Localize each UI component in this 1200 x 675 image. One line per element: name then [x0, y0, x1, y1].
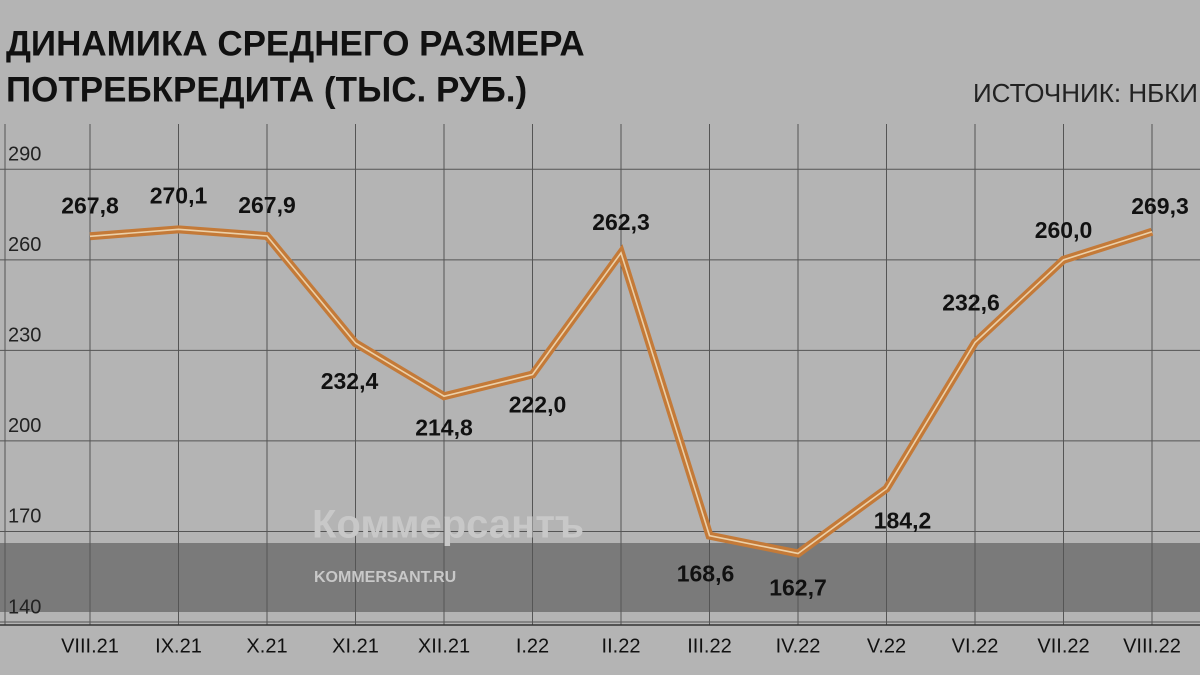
data-label: 262,3: [592, 209, 650, 235]
watermark-band: [0, 543, 1200, 612]
data-label: 267,8: [61, 192, 119, 218]
x-tick-label: X.21: [246, 635, 287, 657]
x-tick-label: I.22: [516, 635, 549, 657]
x-tick-label: VI.22: [952, 635, 999, 657]
data-label: 222,0: [509, 392, 567, 418]
data-label: 214,8: [415, 414, 473, 440]
y-tick-label: 200: [8, 415, 41, 437]
x-tick-label: VIII.21: [61, 635, 119, 657]
data-label: 267,9: [238, 192, 296, 218]
y-tick-label: 140: [8, 596, 41, 618]
y-tick-label: 260: [8, 234, 41, 256]
x-tick-label: IV.22: [776, 635, 821, 657]
data-label: 270,1: [150, 182, 208, 208]
y-tick-label: 290: [8, 144, 41, 166]
data-label: 232,6: [942, 290, 1000, 316]
source: ИСТОЧНИК: НБКИ: [973, 78, 1198, 108]
x-tick-label: III.22: [687, 635, 731, 657]
x-tick-label: XI.21: [332, 635, 379, 657]
y-tick-label: 170: [8, 506, 41, 528]
data-label: 168,6: [677, 561, 735, 587]
x-tick-label: VIII.22: [1123, 635, 1181, 657]
x-tick-label: VII.22: [1037, 635, 1089, 657]
watermark-logo: Коммерсантъ: [312, 503, 584, 547]
line-highlight: [89, 228, 1153, 555]
data-label: 269,3: [1131, 193, 1189, 219]
data-label: 184,2: [874, 508, 932, 534]
chart-title: ПОТРЕБКРЕДИТА (ТЫС. РУБ.): [6, 70, 527, 109]
data-label: 260,0: [1035, 217, 1093, 243]
data-label: 232,4: [321, 368, 379, 394]
x-tick-label: XII.21: [418, 635, 470, 657]
watermark-url: KOMMERSANT.RU: [314, 569, 456, 586]
x-tick-label: V.22: [867, 635, 906, 657]
data-label: 162,7: [769, 575, 827, 601]
x-tick-label: II.22: [602, 635, 641, 657]
x-tick-label: IX.21: [155, 635, 202, 657]
y-tick-label: 230: [8, 325, 41, 347]
chart-title: ДИНАМИКА СРЕДНЕГО РАЗМЕРА: [6, 24, 585, 63]
